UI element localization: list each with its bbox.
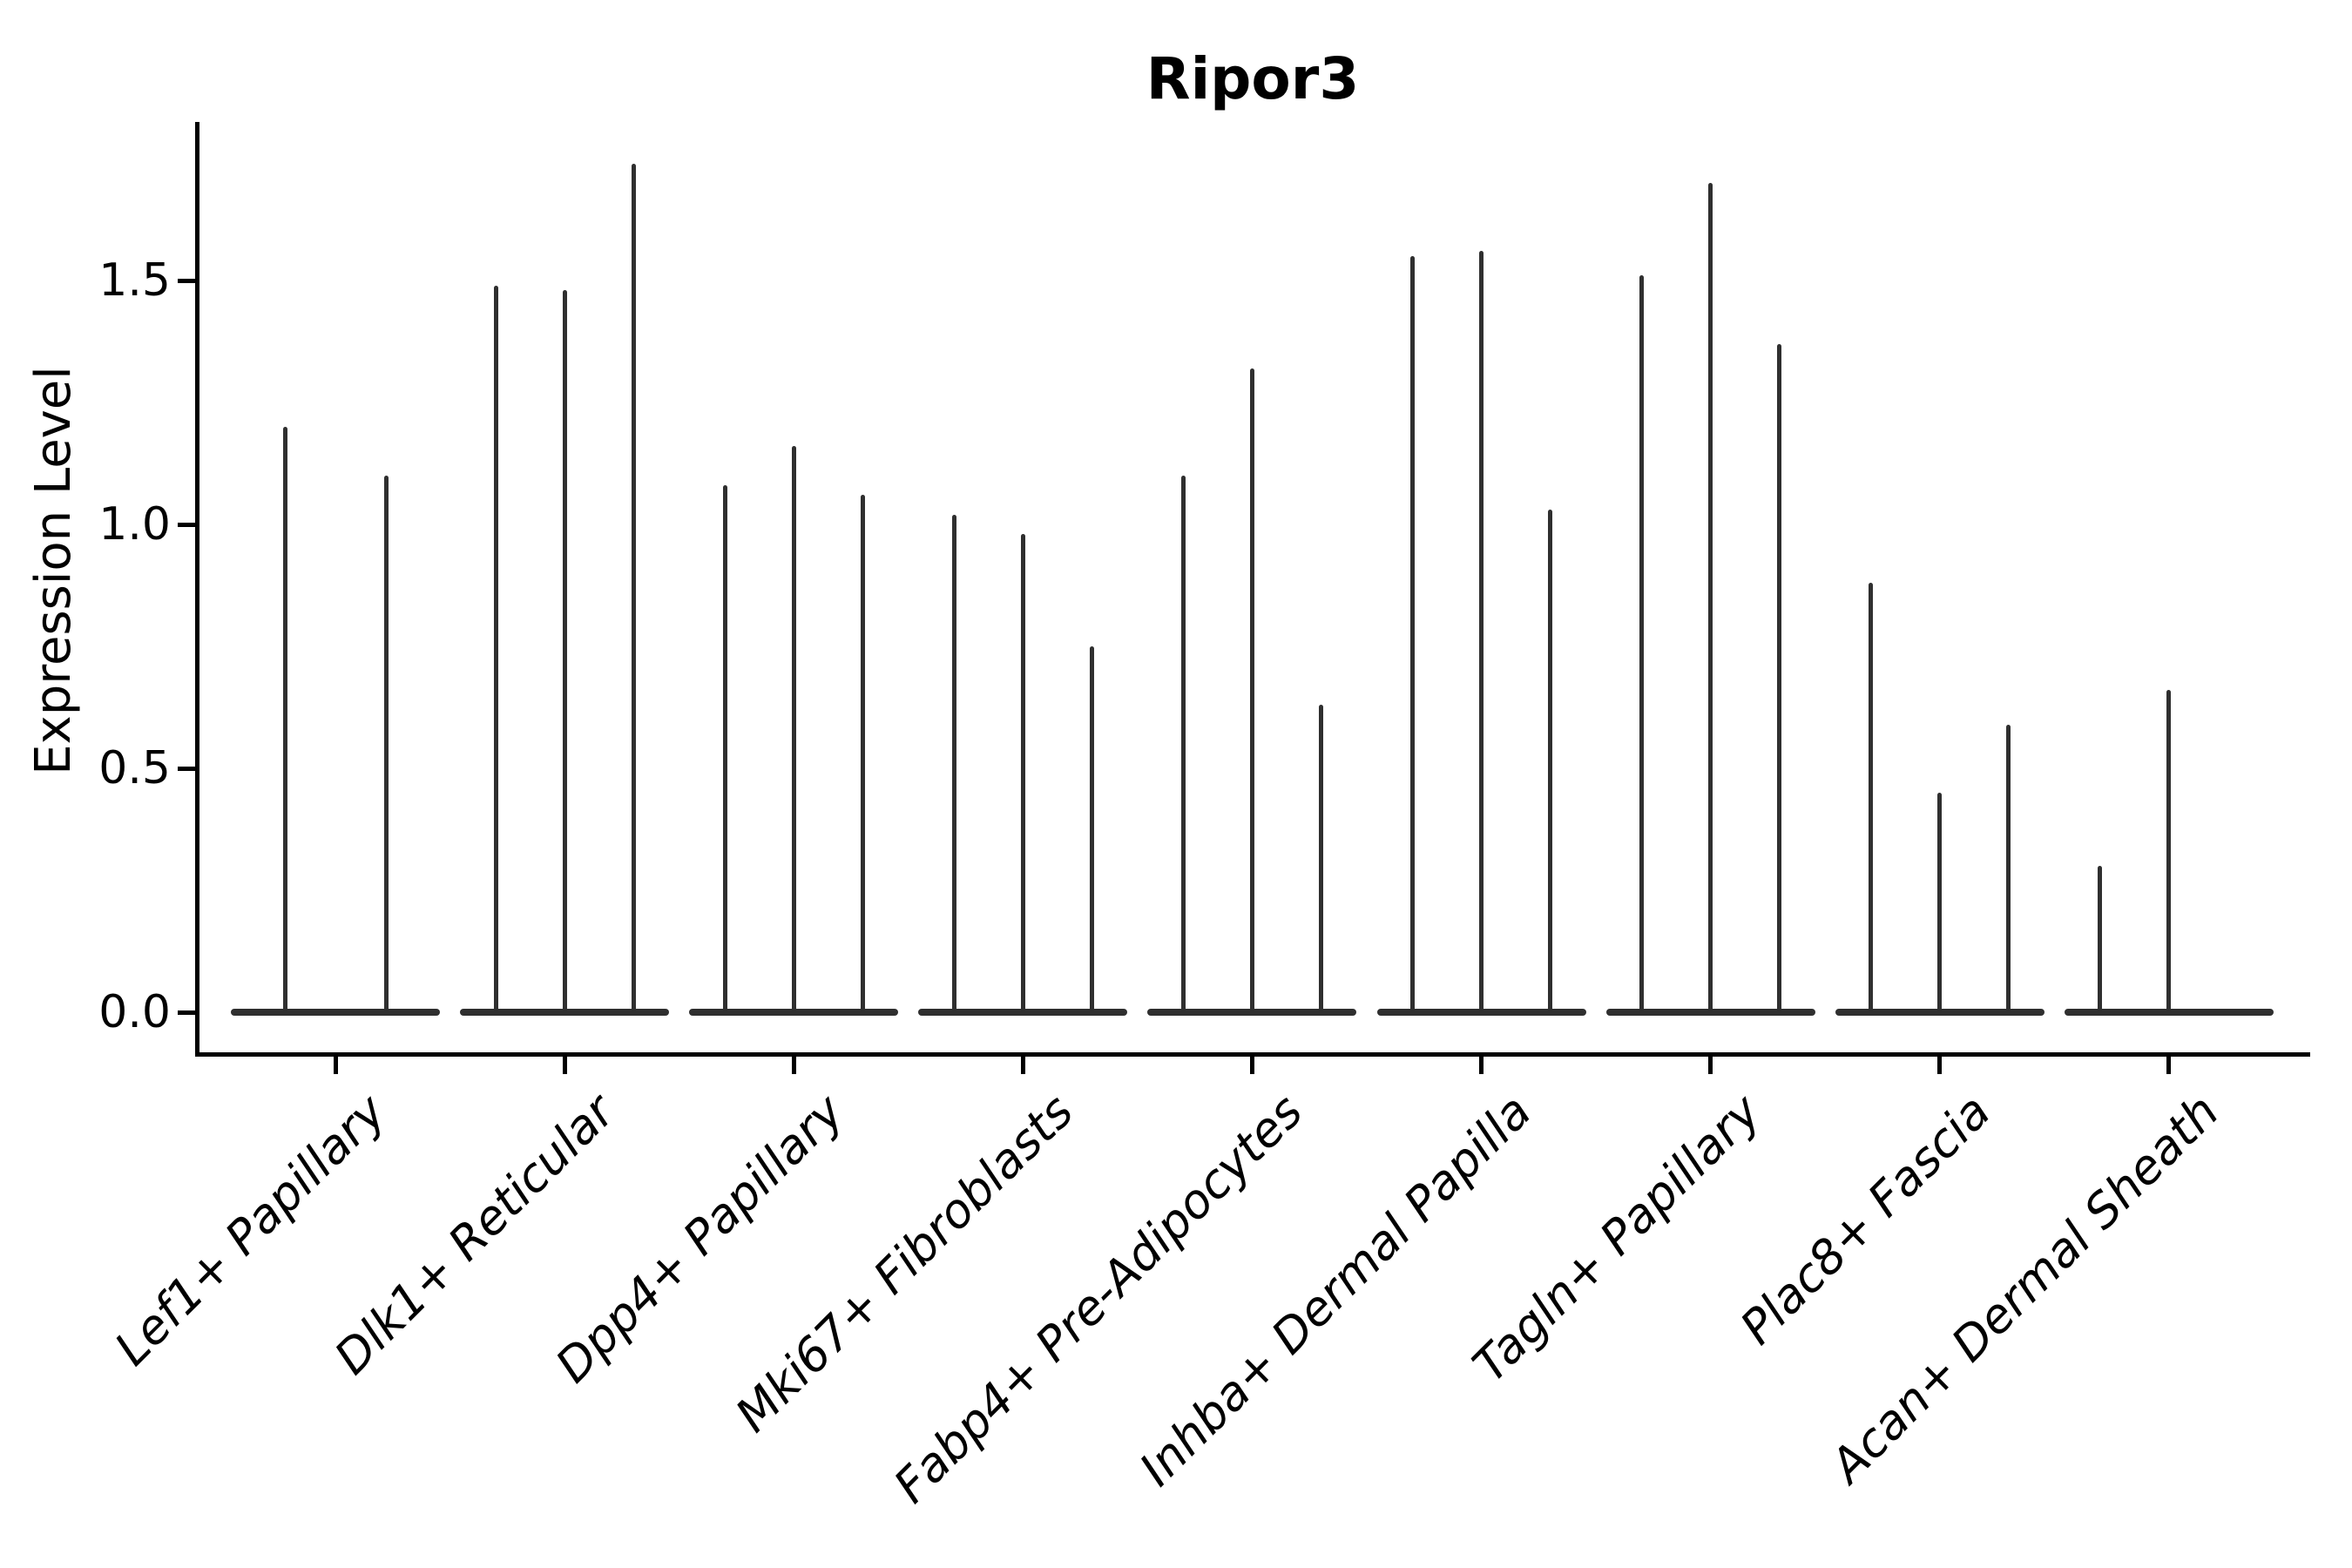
violin-spike [493, 285, 498, 1014]
violin-spike [1410, 256, 1415, 1014]
violin-spike [1777, 343, 1782, 1014]
violin-spike [2166, 690, 2172, 1014]
y-axis-tick-label: 0.5 [98, 742, 171, 794]
x-axis-line [195, 1052, 2310, 1057]
x-axis-tick [1708, 1057, 1713, 1074]
x-axis-tick [2166, 1057, 2172, 1074]
violin-spike [722, 485, 727, 1014]
violin-spike [860, 495, 865, 1014]
violin-spike [1548, 510, 1552, 1014]
x-axis-category-label: Plac8+ Fascia [1729, 1084, 2001, 1355]
x-axis-tick [1020, 1057, 1025, 1074]
x-axis-category-label: Acan+ Dermal Sheath [1820, 1084, 2230, 1493]
x-axis-tick [562, 1057, 567, 1074]
y-axis-tick [178, 278, 195, 283]
violin-spike [1869, 583, 1874, 1014]
violin-spike [951, 514, 956, 1014]
y-axis-line [195, 122, 199, 1057]
x-axis-tick [1479, 1057, 1484, 1074]
y-axis-label: Expression Level [25, 366, 82, 775]
y-axis-tick [178, 522, 195, 527]
violin-spike [1937, 793, 1943, 1014]
chart-title: Ripor3 [1146, 45, 1360, 112]
x-axis-tick [791, 1057, 796, 1074]
violin-spike [631, 163, 636, 1014]
x-axis-tick [333, 1057, 338, 1074]
violin-spike [562, 290, 567, 1014]
x-axis-tick [1249, 1057, 1254, 1074]
violin-spike [791, 446, 796, 1014]
x-axis-category-label: Inhba+ Dermal Papilla [1129, 1084, 1543, 1497]
violin-spike [1089, 646, 1094, 1014]
violin-spike [1639, 275, 1645, 1014]
violin-spike [1318, 705, 1323, 1014]
violin-spike [1180, 476, 1186, 1014]
x-axis-tick [1937, 1057, 1943, 1074]
y-axis-tick [178, 1010, 195, 1015]
y-axis-tick-label: 1.0 [98, 498, 171, 551]
y-axis-tick-label: 1.5 [98, 254, 171, 307]
violin-spike [2098, 866, 2103, 1014]
violin-spike [2006, 724, 2011, 1014]
violin-spike [1708, 183, 1713, 1014]
violin-spike [1020, 534, 1025, 1014]
violin-spike [282, 427, 287, 1014]
y-axis-tick [178, 766, 195, 771]
violin-baseline [231, 1009, 440, 1016]
violin-spike [1479, 251, 1484, 1014]
violin-spike [1249, 368, 1254, 1014]
violin-spike [383, 476, 389, 1014]
y-axis-tick-label: 0.0 [98, 986, 171, 1038]
x-axis-category-label: Fabp4+ Pre-Adipocytes [882, 1084, 1314, 1514]
